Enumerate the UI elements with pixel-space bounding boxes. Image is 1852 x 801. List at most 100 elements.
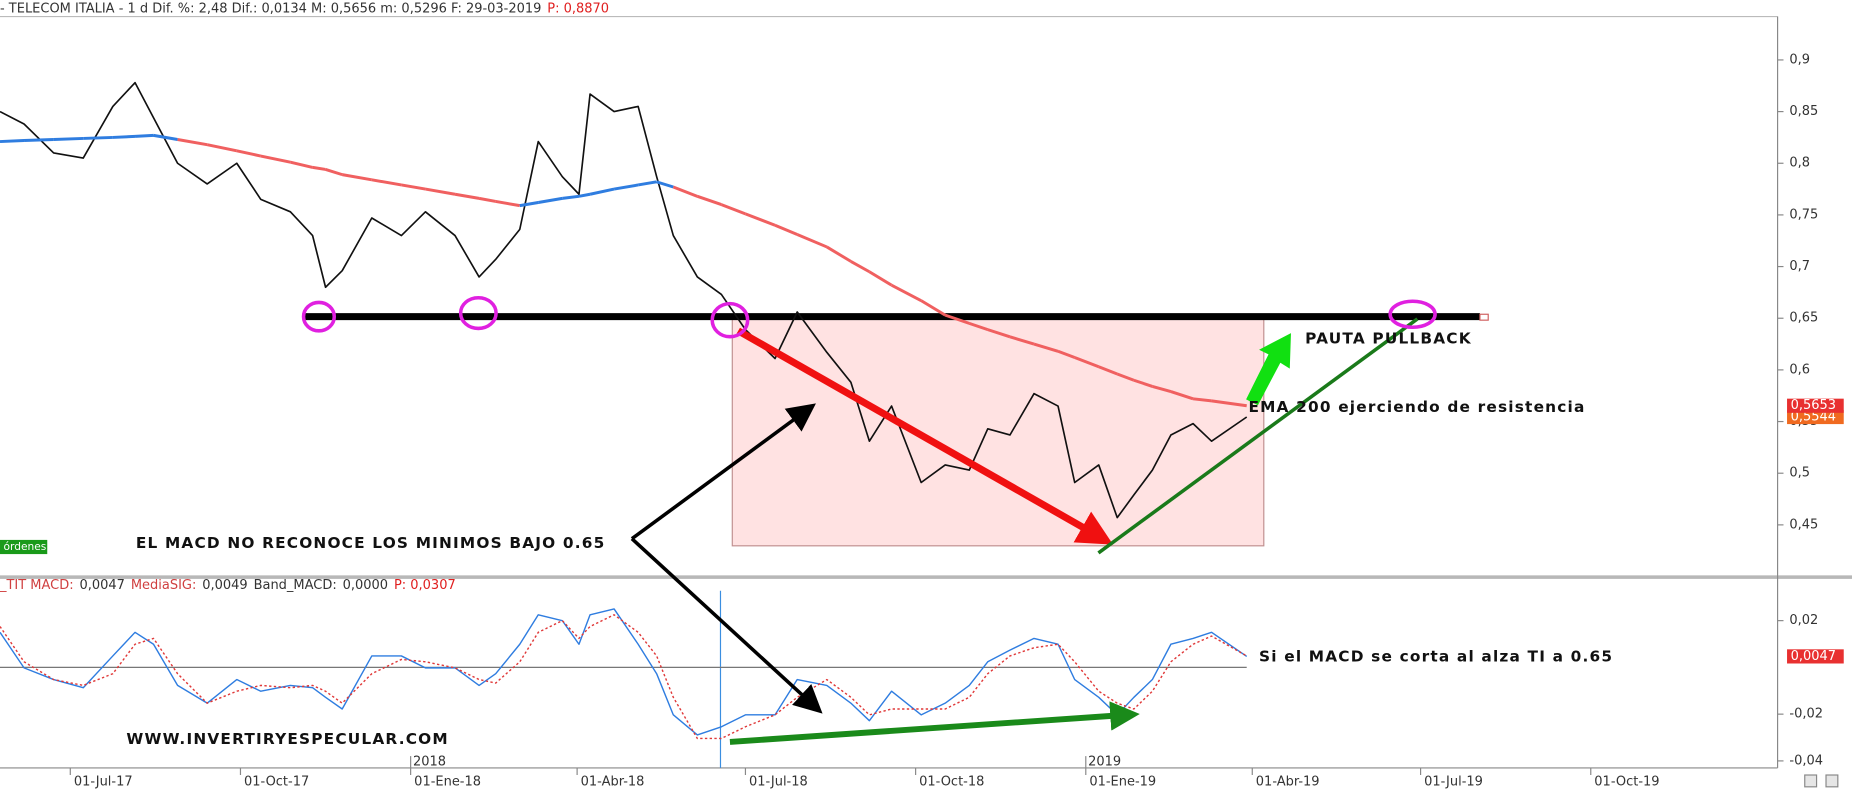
- chart-header: - TELECOM ITALIA - 1 d Dif. %: 2,48 Dif.…: [0, 1, 609, 16]
- last-value-label: 0,5653: [1791, 398, 1836, 413]
- header-part: P: 0,0307: [394, 577, 456, 592]
- header-part: MediaSIG:: [131, 577, 197, 592]
- ema-segment: [656, 180, 674, 189]
- ema-segment: [538, 196, 563, 204]
- x-tick-label: 01-Abr-19: [1256, 775, 1320, 790]
- header-part: _TIT MACD:: [0, 577, 74, 592]
- ema-segment: [796, 233, 828, 249]
- ema-segment: [519, 201, 539, 208]
- ema-segment: [325, 168, 343, 177]
- touch-circle: [458, 295, 498, 331]
- ema-segment: [153, 133, 178, 141]
- ema-segment: [944, 313, 970, 325]
- ema-segment: [1211, 399, 1247, 408]
- ema-segment: [23, 138, 54, 142]
- x-tick-label: 01-Ene-19: [1089, 775, 1156, 790]
- x-tick-label: 01-Oct-19: [1594, 775, 1659, 790]
- ema-segment: [371, 178, 402, 187]
- toolbar-icon[interactable]: [1825, 774, 1839, 788]
- support-end: [1479, 313, 1489, 321]
- panel-separator: [0, 575, 1852, 579]
- ema-segment: [744, 212, 776, 227]
- ema-segment: [1192, 397, 1212, 403]
- annotation: EMA 200 ejerciendo de resistencia: [1248, 398, 1585, 416]
- y-tick-label: 0,9: [1789, 52, 1810, 67]
- last-value-label: 0,5544: [1791, 410, 1836, 425]
- touch-circle: [710, 301, 750, 339]
- uptrend-line: [1097, 317, 1419, 555]
- ema-segment: [134, 133, 154, 138]
- series-line: [0, 614, 1248, 740]
- ema-segment: [112, 134, 136, 139]
- y-tick-label: 0,85: [1789, 104, 1818, 119]
- macd-arrow: [729, 701, 1140, 745]
- ema-segment: [53, 136, 84, 141]
- pointer-arrow: [630, 403, 816, 541]
- annotation: WWW.INVERTIRYESPECULAR.COM: [126, 730, 448, 748]
- last-value-box: [1787, 649, 1844, 664]
- ema-segment: [850, 260, 871, 274]
- ema-segment: [236, 149, 262, 158]
- ema-segment: [1033, 342, 1059, 353]
- ema-segment: [868, 270, 893, 287]
- y-tick-label: 0,7: [1789, 259, 1810, 274]
- y-tick-label: -0,04: [1789, 753, 1823, 768]
- toolbar-icon[interactable]: [1804, 774, 1818, 788]
- ema-segment: [260, 154, 291, 164]
- ema-segment: [1057, 349, 1076, 359]
- y-tick-label: -0,02: [1789, 707, 1823, 722]
- ema-segment: [637, 180, 657, 187]
- y-tick-label: 0,6: [1789, 362, 1810, 377]
- ema-segment: [425, 187, 456, 196]
- y-tick-label: 0,75: [1789, 207, 1818, 222]
- ema-segment: [401, 183, 426, 191]
- y-tick-label: 0,02: [1789, 613, 1818, 628]
- x-tick-label: 01-Oct-17: [244, 775, 309, 790]
- ema-segment: [341, 173, 373, 182]
- header-part: Band_MACD:: [254, 577, 337, 592]
- header-part: 0,0000: [343, 577, 388, 592]
- badge: órdenes: [4, 540, 47, 553]
- macd-header: _TIT MACD: 0,0047 MediaSIG: 0,0049 Band_MACD…: [0, 577, 456, 592]
- ema-segment: [478, 196, 496, 203]
- x-tick-label: 01-Jul-19: [1424, 775, 1483, 790]
- ema-segment: [826, 245, 852, 263]
- x-tick-label: 01-Jul-18: [749, 775, 808, 790]
- data-layer: 01-Jul-17 01-Oct-17 01-Ene-18 01-Abr-18 01-J…: [0, 52, 1844, 790]
- ema-segment: [206, 143, 238, 153]
- ema-segment: [774, 223, 798, 236]
- ema-segment: [890, 283, 922, 302]
- ema-segment: [1098, 365, 1118, 376]
- ema-segment: [589, 187, 615, 196]
- ema-segment: [987, 328, 1011, 339]
- year-label: 2019: [1088, 755, 1121, 770]
- ema-segment: [1116, 372, 1135, 382]
- annotation: PAUTA PULLBACK: [1305, 330, 1472, 348]
- ema-segment: [613, 183, 639, 191]
- ema-segment: [177, 138, 208, 147]
- header-part: - TELECOM ITALIA - 1 d Dif. %: 2,48 Dif.…: [0, 1, 541, 16]
- x-tick-label: 01-Oct-18: [919, 775, 984, 790]
- ema-segment: [720, 203, 746, 216]
- last-value-box: [1787, 398, 1844, 413]
- annotation: Si el MACD se corta al alza TI a 0.65: [1259, 647, 1613, 665]
- ema-segment: [562, 194, 580, 200]
- y-tick-label: 0,65: [1789, 311, 1818, 326]
- x-tick-label: 01-Jul-17: [74, 775, 133, 790]
- badge-bg: [0, 539, 48, 555]
- ema-segment: [672, 185, 698, 198]
- y-tick-label: 0,45: [1789, 517, 1818, 532]
- ema-segment: [1170, 390, 1194, 401]
- header-part: 0,0049: [202, 577, 247, 592]
- ema-segment: [312, 165, 326, 171]
- ema-segment: [0, 139, 25, 144]
- ema-segment: [578, 192, 591, 198]
- ema-segment: [1074, 356, 1100, 369]
- last-value-label: 0,0047: [1791, 649, 1836, 664]
- x-tick-label: 01-Ene-18: [414, 775, 481, 790]
- down-arrow: [736, 327, 1114, 545]
- ema-segment: [1009, 335, 1035, 346]
- ema-segment: [83, 135, 113, 140]
- touch-circle: [301, 300, 337, 333]
